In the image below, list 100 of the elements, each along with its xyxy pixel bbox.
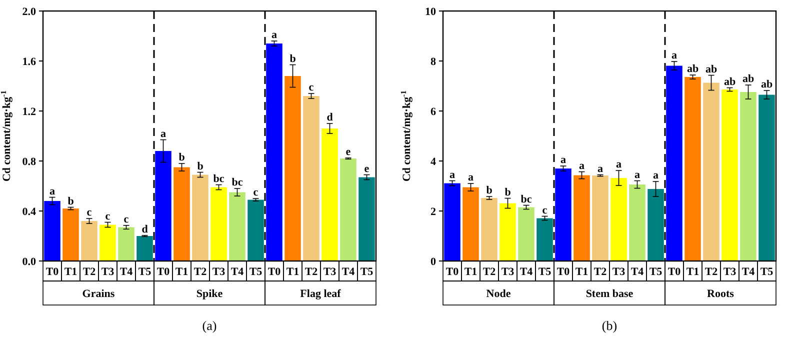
x-tick-label: T2 — [304, 266, 318, 278]
y-tick-label: 0 — [430, 256, 436, 268]
bar — [192, 174, 208, 261]
bar — [722, 90, 738, 261]
data-label: a — [50, 185, 56, 198]
x-tick-label: T4 — [342, 266, 356, 278]
x-tick-label: T5 — [138, 266, 152, 278]
bar — [210, 187, 227, 261]
data-label: b — [504, 186, 511, 198]
bar — [81, 221, 98, 261]
bar — [303, 96, 320, 261]
x-tick-label: T0 — [46, 266, 60, 278]
x-tick-label: T2 — [594, 266, 608, 278]
text: Stem base — [586, 288, 634, 300]
data-label: b — [68, 195, 74, 208]
data-label: a — [598, 162, 604, 175]
data-label: e — [364, 162, 370, 175]
y-tick-label: 8 — [430, 56, 436, 68]
y-tick-label: 1.6 — [22, 56, 36, 68]
bar — [322, 128, 338, 261]
data-label: c — [124, 213, 129, 226]
text: (a) — [202, 318, 217, 333]
data-label: b — [486, 184, 492, 196]
y-tick-label: 0.0 — [22, 256, 36, 268]
x-tick-label: T4 — [742, 266, 756, 278]
x-tick-label: T5 — [538, 266, 552, 278]
x-tick-label: T0 — [268, 266, 282, 278]
data-label: a — [653, 170, 659, 182]
bar — [444, 183, 460, 261]
data-label: a — [160, 128, 166, 140]
x-tick-label: T1 — [686, 266, 700, 278]
x-tick-label: T4 — [630, 266, 644, 278]
bar — [248, 200, 264, 261]
bar — [229, 192, 246, 261]
text: Spike — [196, 288, 223, 300]
x-tick-label: T5 — [360, 266, 374, 278]
x-tick-label: T3 — [101, 266, 115, 278]
x-tick-label: T5 — [760, 266, 774, 278]
bar — [462, 187, 479, 261]
bar — [758, 94, 775, 261]
y-tick-label: 0.8 — [22, 156, 36, 168]
data-label: ab — [742, 73, 754, 85]
y-tick-label: 0.4 — [22, 206, 36, 218]
x-tick-label: T1 — [175, 266, 188, 278]
x-tick-label: T1 — [286, 266, 300, 278]
data-label: ab — [760, 78, 773, 90]
bar — [100, 224, 116, 261]
bar — [610, 178, 627, 261]
x-tick-label: T0 — [556, 266, 570, 278]
bar — [481, 198, 498, 261]
y-tick-label: 4 — [430, 156, 436, 168]
data-label: b — [290, 52, 296, 65]
data-label: d — [142, 223, 148, 236]
data-label: a — [272, 29, 278, 41]
bar — [118, 227, 134, 261]
x-tick-label: T4 — [120, 266, 134, 278]
bar — [648, 189, 664, 261]
x-tick-label: T2 — [82, 266, 96, 278]
x-tick-label: T3 — [612, 266, 626, 278]
bar — [703, 82, 720, 261]
data-label: b — [197, 160, 204, 172]
data-label: bc — [232, 176, 243, 188]
text: Node — [486, 288, 511, 300]
data-label: c — [253, 186, 258, 198]
bar — [500, 203, 516, 261]
data-label: c — [308, 82, 314, 94]
y-tick-label: 2.0 — [22, 6, 36, 18]
bar — [266, 44, 282, 261]
data-label: ab — [686, 63, 699, 75]
data-label: bc — [213, 172, 224, 185]
bar — [592, 176, 608, 261]
data-label: a — [468, 172, 474, 184]
x-tick-label: T4 — [520, 266, 534, 278]
x-tick-label: T4 — [230, 266, 244, 278]
bar — [684, 77, 701, 261]
x-tick-label: T5 — [249, 266, 263, 278]
x-tick-label: T0 — [156, 266, 170, 278]
text: (b) — [602, 318, 618, 333]
x-tick-label: T1 — [575, 266, 588, 278]
data-label: a — [672, 50, 678, 62]
bar — [740, 92, 756, 261]
y-tick-label: 2 — [430, 206, 436, 218]
data-label: e — [346, 146, 351, 158]
bar — [358, 177, 375, 261]
x-tick-label: T0 — [668, 266, 682, 278]
data-label: a — [560, 154, 566, 166]
x-tick-label: T3 — [323, 266, 337, 278]
data-label: a — [579, 160, 585, 172]
text: Grains — [82, 288, 116, 300]
data-label: b — [178, 152, 185, 164]
data-label: ab — [724, 76, 736, 88]
x-tick-label: T0 — [446, 266, 460, 278]
bar — [536, 218, 553, 261]
y-tick-label: 1.2 — [22, 106, 36, 118]
x-tick-label: T1 — [464, 266, 478, 278]
bar — [174, 167, 190, 261]
x-tick-label: T3 — [212, 266, 226, 278]
data-label: c — [105, 210, 110, 222]
y-tick-label: 6 — [430, 106, 436, 118]
text: Roots — [707, 288, 735, 300]
